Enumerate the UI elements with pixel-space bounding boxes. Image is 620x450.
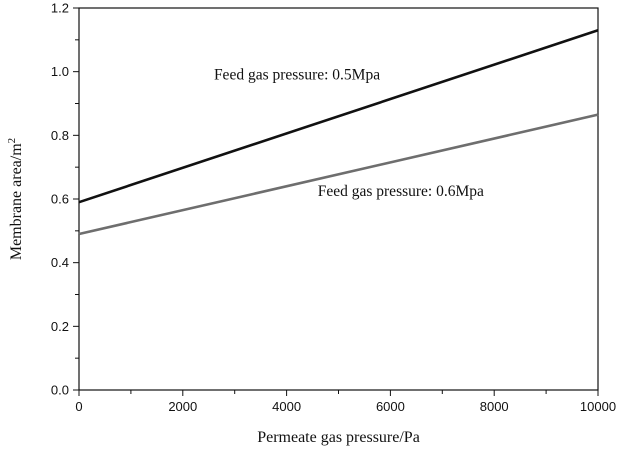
x-tick-label: 6000 (376, 399, 405, 414)
y-axis-title: Membrane area/m2 (6, 138, 25, 260)
series-annotation-1: Feed gas pressure: 0.5Mpa (214, 67, 380, 84)
x-tick-label: 8000 (480, 399, 509, 414)
y-axis-tick-labels: 0.0 0.2 0.4 0.6 0.8 1.0 1.2 (51, 1, 69, 398)
series-line-2 (78, 113, 599, 236)
x-tick-label: 0 (75, 399, 82, 414)
series-lines (78, 29, 599, 236)
series-line-1 (78, 29, 599, 204)
y-axis-title-superscript: 2 (6, 138, 18, 144)
y-tick-label: 0.8 (51, 128, 69, 143)
x-axis-title: Permeate gas pressure/Pa (257, 429, 420, 446)
y-tick-label: 0.0 (51, 383, 69, 398)
y-tick-label: 1.2 (51, 1, 69, 16)
y-tick-label: 1.0 (51, 64, 69, 79)
x-axis-tick-labels: 0 2000 4000 6000 8000 10000 (75, 399, 616, 414)
annotations: Feed gas pressure: 0.5Mpa Feed gas pressu… (214, 67, 484, 200)
x-tick-label: 4000 (272, 399, 301, 414)
y-tick-label: 0.4 (51, 255, 69, 270)
y-tick-label: 0.6 (51, 192, 69, 207)
y-tick-label: 0.2 (51, 319, 69, 334)
y-axis-ticks (73, 7, 79, 391)
x-tick-label: 10000 (580, 399, 616, 414)
x-tick-label: 2000 (168, 399, 197, 414)
series-annotation-2: Feed gas pressure: 0.6Mpa (318, 183, 484, 200)
y-axis-title-main: Membrane area/m (8, 143, 25, 260)
x-axis-ticks (78, 390, 599, 396)
